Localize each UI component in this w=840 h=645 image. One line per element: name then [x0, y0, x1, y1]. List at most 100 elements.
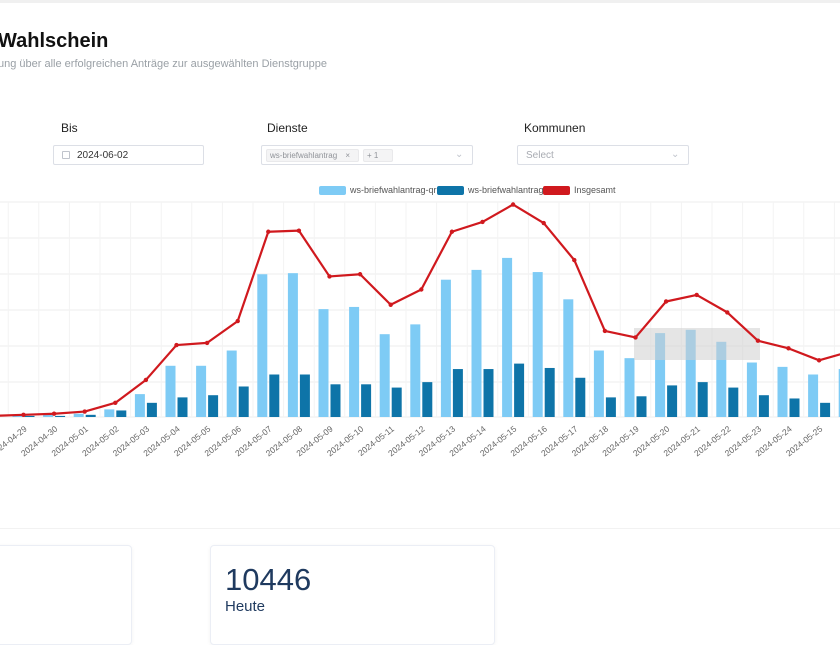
- dienste-select[interactable]: ws-briefwahlantrag × + 1 ⌄: [261, 145, 473, 165]
- bar-qr: [74, 414, 84, 417]
- total-point: [572, 258, 576, 262]
- page-subtitle: ung über alle erfolgreichen Anträge zur …: [0, 58, 327, 70]
- total-point: [633, 335, 637, 339]
- legend-swatch-qr: [319, 186, 346, 195]
- bar-antrag: [331, 384, 341, 417]
- chart-tooltip-highlight: [634, 328, 760, 360]
- total-point: [144, 378, 148, 382]
- bar-qr: [104, 409, 114, 417]
- bar-antrag: [147, 403, 157, 417]
- stat-value-today: 10446: [225, 562, 311, 598]
- bar-antrag: [422, 382, 432, 417]
- bar-antrag: [392, 388, 402, 417]
- total-point: [389, 303, 393, 307]
- legend-label-antrag: ws-briefwahlantrag: [468, 185, 544, 195]
- page-title: Wahlschein: [0, 30, 108, 53]
- total-point: [756, 339, 760, 343]
- tag-close-icon[interactable]: ×: [345, 151, 350, 160]
- legend-swatch-antrag: [437, 186, 464, 195]
- bar-qr: [778, 367, 788, 417]
- dienste-more-tag: + 1: [363, 149, 393, 162]
- daily-applications-chart: 2024-04-292024-04-302024-05-012024-05-02…: [0, 196, 840, 496]
- bar-qr: [288, 273, 298, 417]
- total-point: [480, 220, 484, 224]
- total-point: [297, 228, 301, 232]
- bar-antrag: [55, 416, 65, 417]
- total-point: [695, 293, 699, 297]
- legend-swatch-total: [543, 186, 570, 195]
- bar-antrag: [239, 386, 249, 417]
- total-point: [450, 230, 454, 234]
- total-point: [266, 230, 270, 234]
- bar-qr: [410, 324, 420, 417]
- bar-qr: [472, 270, 482, 417]
- bar-antrag: [269, 375, 279, 417]
- total-point: [725, 310, 729, 314]
- bar-qr: [441, 280, 451, 417]
- bar-qr: [747, 363, 757, 417]
- bar-qr: [594, 351, 604, 417]
- bar-antrag: [667, 385, 677, 417]
- bis-label: Bis: [61, 121, 78, 135]
- bar-antrag: [637, 396, 647, 417]
- bar-antrag: [820, 403, 830, 417]
- stat-card-left: [0, 545, 132, 645]
- dienste-label: Dienste: [267, 121, 308, 135]
- bar-antrag: [606, 397, 616, 417]
- chevron-down-icon: ⌄: [671, 149, 679, 160]
- total-point: [511, 202, 515, 206]
- bar-antrag: [178, 397, 188, 417]
- bar-antrag: [116, 410, 126, 417]
- total-point: [205, 341, 209, 345]
- kommunen-select[interactable]: Select ⌄: [517, 145, 689, 165]
- bar-antrag: [453, 369, 463, 417]
- bar-qr: [808, 375, 818, 417]
- total-point: [419, 287, 423, 291]
- bar-antrag: [545, 368, 555, 417]
- total-point: [817, 358, 821, 362]
- bar-qr: [257, 274, 267, 417]
- top-border: [0, 0, 840, 3]
- stat-label-today: Heute: [225, 598, 265, 615]
- kommunen-placeholder: Select: [526, 150, 554, 161]
- calendar-icon: [62, 151, 70, 159]
- bar-antrag: [484, 369, 494, 417]
- bis-date-value: 2024-06-02: [77, 150, 128, 161]
- chevron-down-icon: ⌄: [455, 149, 463, 160]
- bar-qr: [563, 299, 573, 417]
- bar-qr: [135, 394, 145, 417]
- bar-antrag: [86, 415, 96, 417]
- bar-qr: [349, 307, 359, 417]
- bar-qr: [319, 309, 329, 417]
- bar-antrag: [300, 375, 310, 417]
- bis-date-picker[interactable]: 2024-06-02: [53, 145, 204, 165]
- bar-antrag: [25, 416, 35, 417]
- bar-antrag: [728, 388, 738, 417]
- bar-antrag: [208, 395, 218, 417]
- bar-antrag: [698, 382, 708, 417]
- dienste-tag-label: ws-briefwahlantrag: [270, 151, 337, 160]
- total-point: [786, 346, 790, 350]
- section-divider: [0, 528, 840, 529]
- bar-antrag: [361, 384, 371, 417]
- total-point: [52, 412, 56, 416]
- total-point: [664, 299, 668, 303]
- legend-label-total: Insgesamt: [574, 185, 616, 195]
- total-point: [83, 409, 87, 413]
- bar-qr: [533, 272, 543, 417]
- bar-qr: [502, 258, 512, 417]
- total-point: [174, 343, 178, 347]
- bar-qr: [227, 351, 237, 417]
- total-point: [113, 401, 117, 405]
- bar-qr: [380, 334, 390, 417]
- bar-qr: [625, 358, 635, 417]
- total-point: [236, 319, 240, 323]
- bar-antrag: [790, 398, 800, 417]
- bar-qr: [166, 366, 176, 417]
- total-point: [603, 329, 607, 333]
- total-point: [542, 221, 546, 225]
- bar-qr: [196, 366, 206, 417]
- stat-card-today: 10446 Heute: [210, 545, 495, 645]
- bar-antrag: [575, 378, 585, 417]
- legend-label-qr: ws-briefwahlantrag-qr: [350, 185, 437, 195]
